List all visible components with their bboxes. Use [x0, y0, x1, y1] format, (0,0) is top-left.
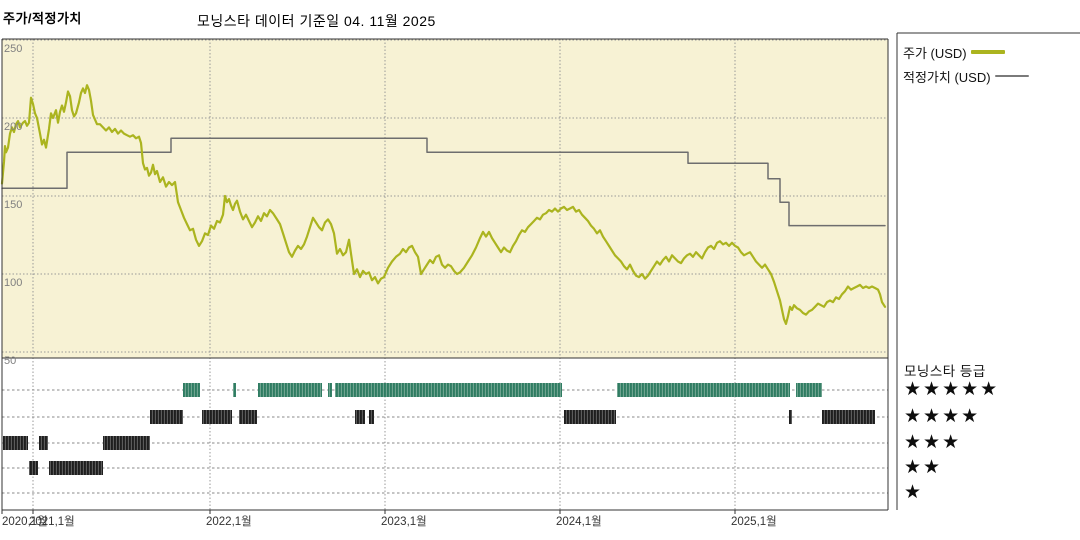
- legend: 주가 (USD) 적정가치 (USD): [903, 40, 1075, 88]
- svg-text:50: 50: [4, 355, 16, 367]
- rating-bars: [3, 383, 875, 475]
- svg-text:2021,1월: 2021,1월: [29, 515, 75, 528]
- legend-fairvalue-label: 적정가치 (USD): [903, 69, 991, 85]
- chart-title: 모닝스타 데이터 기준일 04. 11월 2025: [197, 13, 436, 29]
- svg-text:150: 150: [4, 199, 22, 211]
- svg-text:2020,1월: 2020,1월: [2, 515, 48, 528]
- ratings-panel-title: 모닝스타 등급: [904, 364, 986, 379]
- rating-row-4-stars: ★★★★: [904, 405, 981, 427]
- series-lines: [0, 84, 887, 325]
- price-line-swatch: [970, 50, 1005, 54]
- svg-text:2025,1월: 2025,1월: [731, 515, 777, 528]
- svg-text:100: 100: [4, 277, 22, 289]
- rating-row-5-stars: ★★★★★: [904, 378, 1000, 400]
- svg-text:250: 250: [4, 43, 22, 55]
- legend-price-label: 주가 (USD): [903, 45, 967, 61]
- chart-frame: [1, 32, 1080, 514]
- legend-item-price[interactable]: 주가 (USD): [903, 40, 1075, 64]
- svg-text:2022,1월: 2022,1월: [206, 515, 252, 528]
- rating-row-3-stars: ★★★: [904, 431, 962, 453]
- rating-row-1-star: ★: [904, 481, 924, 503]
- svg-text:200: 200: [4, 121, 22, 133]
- fairvalue-line-swatch: [994, 75, 1029, 77]
- section-label: 주가/적정가치: [3, 11, 82, 26]
- rating-row-2-stars: ★★: [904, 456, 943, 478]
- svg-text:2023,1월: 2023,1월: [381, 515, 427, 528]
- legend-item-fairvalue[interactable]: 적정가치 (USD): [903, 64, 1075, 88]
- svg-text:2024,1월: 2024,1월: [556, 515, 602, 528]
